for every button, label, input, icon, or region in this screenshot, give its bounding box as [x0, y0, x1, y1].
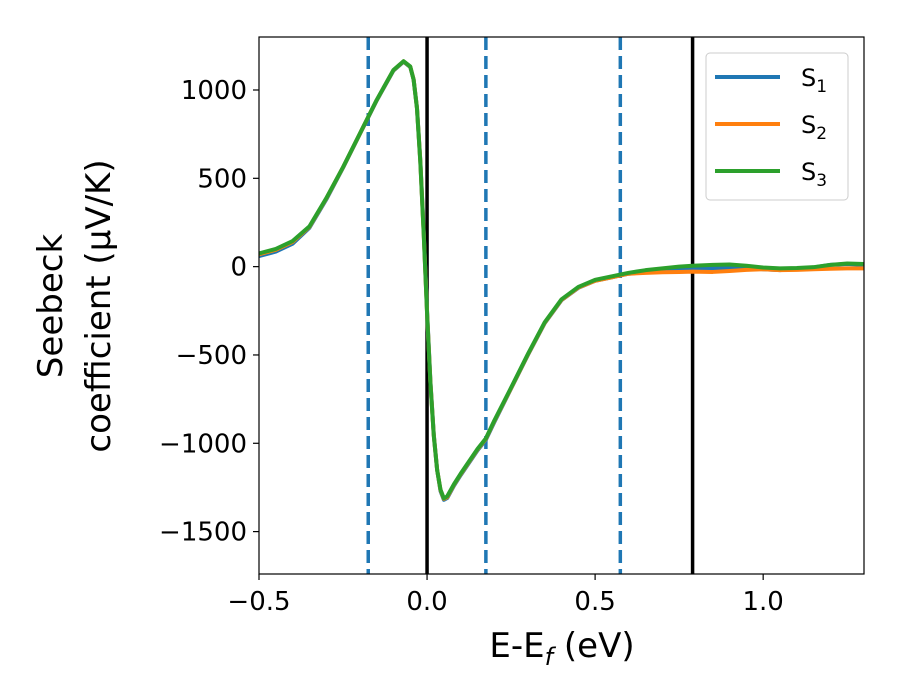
x-tick-label: 1.0 [742, 587, 783, 617]
y-tick-label: −1500 [159, 518, 247, 548]
y-axis-label-line1: Seebeck [31, 234, 71, 379]
series-lines [259, 59, 864, 502]
x-axis-ticks: −0.5 0.0 0.5 1.0 [227, 574, 784, 617]
legend-label-s1: S1 [801, 64, 827, 97]
y-axis-label-line2: coefficient (μV/K) [79, 159, 119, 452]
plot-frame [258, 36, 865, 575]
legend-box [705, 52, 849, 201]
legend: S1 S2 S3 [705, 52, 849, 201]
series-line-s3 [259, 59, 864, 501]
y-axis-ticks: 1000 500 0 −500 −1000 −1500 [159, 76, 259, 548]
y-tick-label: 0 [230, 253, 247, 283]
y-tick-label: −1000 [159, 429, 247, 459]
y-tick-label: −500 [176, 341, 247, 371]
legend-label-s3: S3 [801, 158, 827, 191]
x-tick-label: 0.0 [406, 587, 447, 617]
x-tick-label: 0.5 [574, 587, 615, 617]
x-axis-label: E-Ef (eV) [489, 626, 634, 671]
y-tick-label: 1000 [181, 76, 247, 106]
legend-label-s2: S2 [801, 111, 827, 144]
y-tick-label: 500 [197, 164, 247, 194]
x-tick-label: −0.5 [227, 587, 290, 617]
